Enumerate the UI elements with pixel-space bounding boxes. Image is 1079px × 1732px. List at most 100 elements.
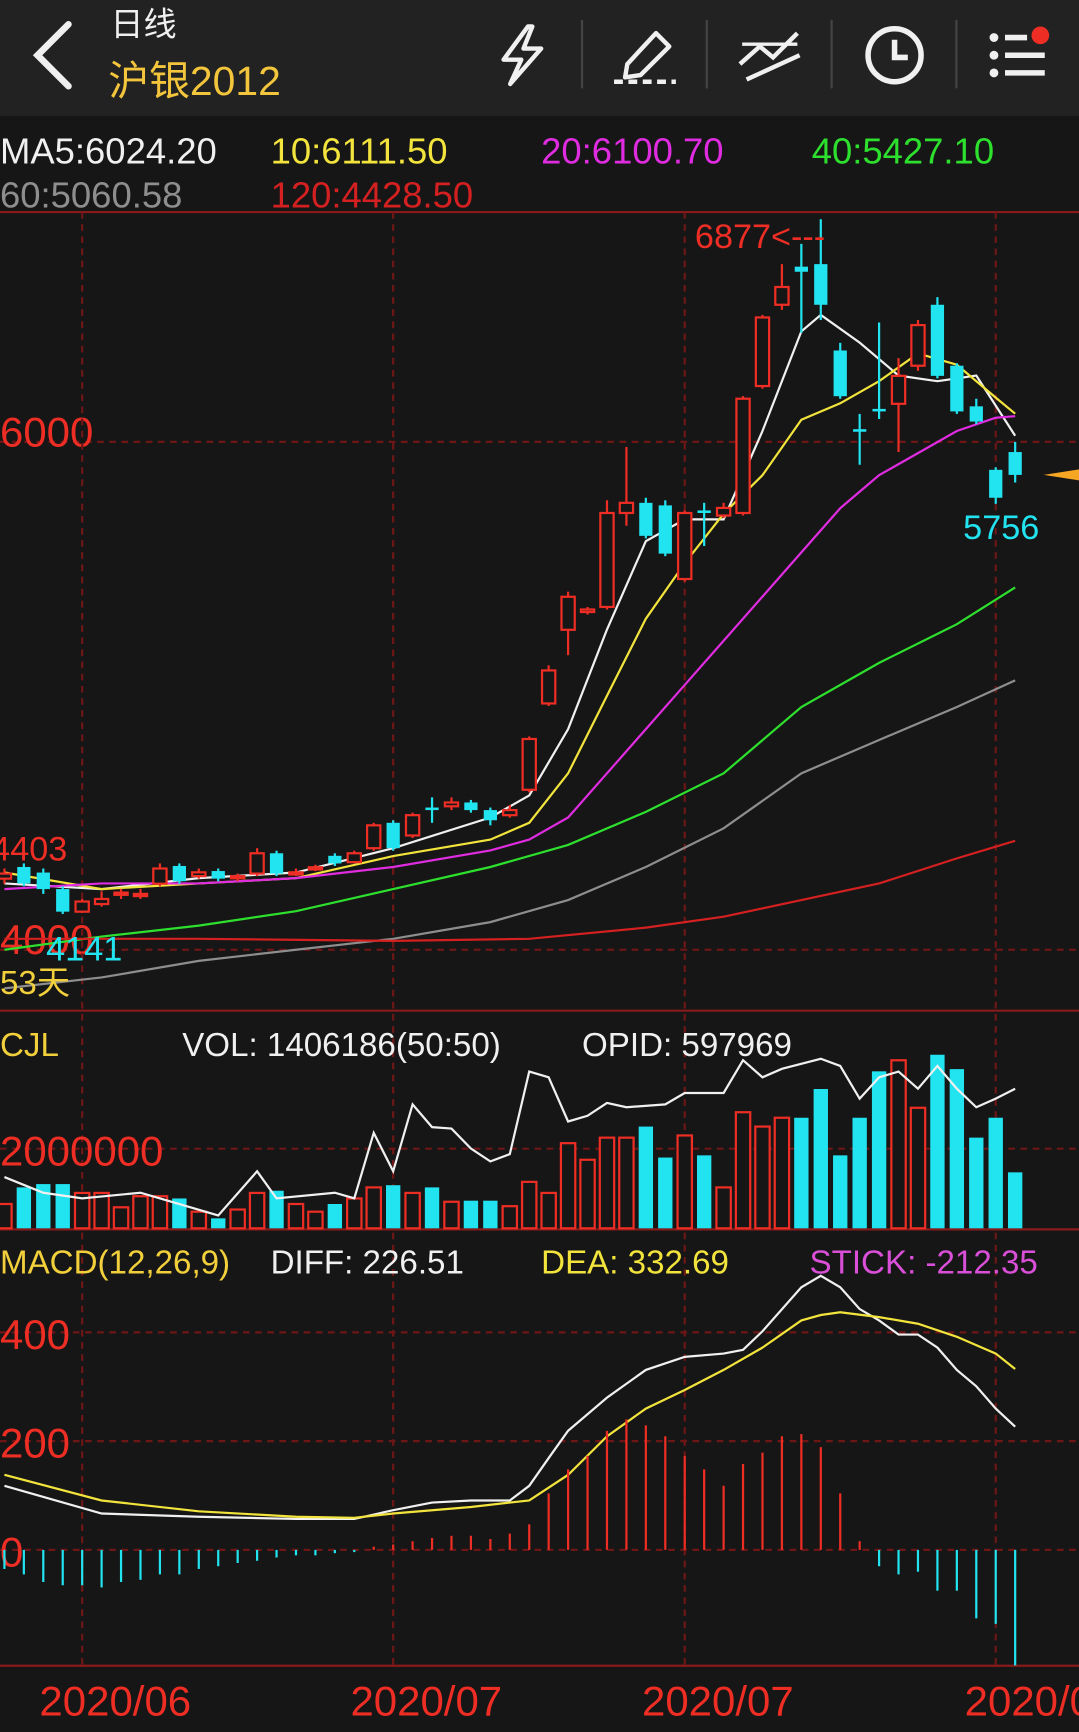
current-price-marker: [1043, 469, 1079, 481]
candle-body: [969, 406, 983, 422]
volume-bar: [287, 1202, 305, 1230]
indicator-icon[interactable]: [738, 31, 801, 82]
candle-body: [483, 810, 497, 821]
opid-line: [4, 1057, 1016, 1217]
candle-body: [599, 511, 615, 609]
volume-bar: [112, 1206, 130, 1230]
legend-entry: OPID: 597969: [582, 1027, 792, 1064]
volume-bar: [988, 1117, 1003, 1229]
candle-body: [56, 889, 70, 912]
volume-bar: [794, 1117, 809, 1229]
x-tick-label: 2020/07: [642, 1677, 794, 1724]
menu-icon[interactable]: [989, 26, 1050, 78]
volume-bar: [579, 1158, 596, 1230]
annotation: 4141: [46, 930, 122, 968]
volume-bar: [424, 1187, 440, 1229]
menu-dot: [989, 50, 999, 60]
candle-body: [425, 807, 439, 811]
candle-body: [172, 865, 186, 882]
menu-dot: [989, 33, 999, 42]
indicator-bar: [745, 53, 801, 82]
volume-bar: [618, 1136, 635, 1230]
period-label: 日线: [110, 6, 176, 43]
y-tick-label: 2000000: [0, 1127, 163, 1174]
legend-entry: 40:5427.10: [812, 130, 994, 171]
annotation: 5756: [963, 509, 1039, 547]
volume-bar: [36, 1184, 51, 1229]
clock-icon[interactable]: [865, 25, 924, 85]
candle-body: [676, 511, 693, 581]
volume-bar: [598, 1136, 616, 1230]
volume-bar: [930, 1054, 945, 1229]
volume-bar: [909, 1106, 927, 1230]
candle-body: [930, 304, 945, 376]
volume-bar: [1007, 1172, 1023, 1229]
clock-hands: [891, 39, 908, 61]
candle-body: [346, 852, 363, 864]
legend-entry: 20:6100.70: [541, 130, 723, 171]
volume-bar: [443, 1200, 460, 1230]
y-tick-label: 6000: [0, 408, 93, 455]
volume-bar: [132, 1195, 149, 1230]
volume-bar: [365, 1186, 383, 1230]
volume-bar: [327, 1203, 343, 1229]
volume-bar: [852, 1117, 867, 1229]
volume-bar: [696, 1155, 712, 1229]
legend-entry: VOL: 1406186(50:50): [182, 1027, 501, 1064]
volume-bar: [151, 1195, 169, 1230]
ma-line: [4, 679, 1016, 990]
candle-body: [715, 506, 732, 517]
candle-body: [814, 264, 828, 305]
volume-bar: [871, 1071, 887, 1229]
flash-icon[interactable]: [501, 24, 544, 87]
volume-bar: [190, 1210, 208, 1230]
candle-body: [579, 608, 596, 614]
volume-bar: [813, 1089, 828, 1229]
volume-bar: [890, 1059, 907, 1230]
volume-bar: [404, 1191, 421, 1230]
candle-body: [328, 855, 342, 864]
candle-body: [404, 814, 421, 837]
candle-body: [697, 510, 711, 513]
volume-bar: [307, 1210, 324, 1230]
menu-dot: [989, 68, 999, 78]
volume-bar: [638, 1126, 654, 1229]
candle-body: [540, 669, 557, 705]
candle-body: [618, 501, 635, 515]
candle-body: [910, 323, 926, 367]
ma-line: [4, 839, 1016, 942]
volume-bar: [16, 1187, 32, 1229]
candle-body: [229, 875, 246, 880]
volume-bar: [385, 1185, 401, 1229]
back-button[interactable]: [32, 20, 72, 90]
period-label: 53天: [0, 965, 70, 1002]
candle-body: [386, 822, 400, 849]
candle-body: [794, 266, 808, 272]
x-tick-label: 2020/0: [965, 1677, 1079, 1724]
legend-entry: 60:5060.58: [0, 175, 182, 216]
legend-entry: DEA: 332.69: [541, 1245, 729, 1282]
symbol-name[interactable]: 沪银2012: [108, 58, 281, 104]
volume-bar: [229, 1208, 246, 1230]
legend-entry: MA5:6024.20: [0, 130, 217, 171]
volume-bar: [715, 1186, 732, 1230]
candle-body: [307, 866, 324, 871]
volume-bar: [754, 1125, 771, 1230]
candle-body: [774, 285, 790, 306]
top-bar: 日线 沪银2012: [0, 0, 1079, 116]
candle-body: [521, 737, 537, 791]
draw-icon[interactable]: [614, 30, 676, 84]
volume-bar: [658, 1157, 673, 1229]
volume-bar: [483, 1200, 498, 1229]
volume-bar: [949, 1069, 965, 1229]
candle-body: [658, 505, 672, 554]
candle-body: [191, 871, 207, 878]
y-tick-label: 0: [0, 1528, 23, 1575]
y-tick-label: 400: [0, 1311, 70, 1358]
volume-bar: [520, 1180, 538, 1230]
annotation: 4403: [0, 831, 67, 869]
candle-body: [1008, 452, 1022, 475]
ma-line: [4, 586, 1016, 951]
